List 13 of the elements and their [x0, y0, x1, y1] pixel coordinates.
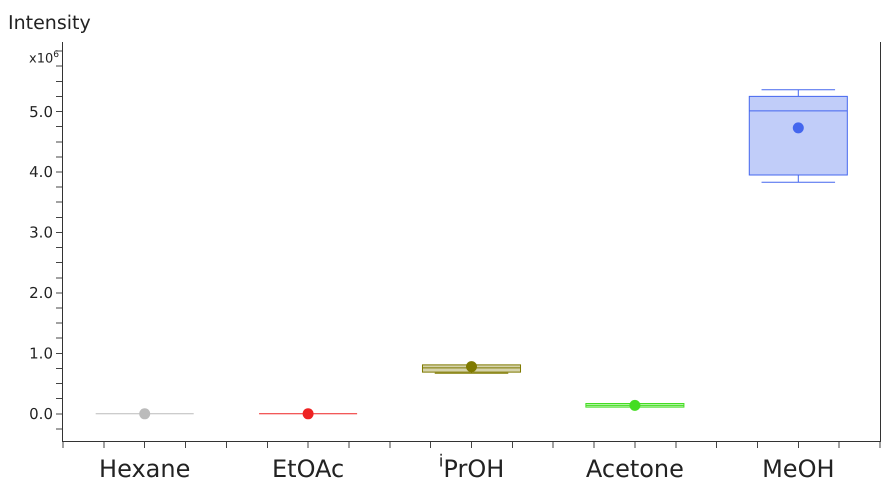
y-tick-label: 0.0	[29, 405, 53, 424]
y-tick-label: 4.0	[29, 163, 53, 182]
x-tick-label: MeOH	[762, 454, 835, 483]
y-tick-label: 3.0	[29, 224, 53, 242]
y-axis-title: Intensity	[8, 12, 91, 34]
y-tick-label: 1.0	[29, 344, 53, 363]
text: x10$^{6}$	[29, 50, 60, 66]
y-tick-label: 2.0	[29, 284, 53, 302]
x-tick-label: EtOAc	[272, 454, 344, 483]
x-tick-label: Acetone	[586, 454, 684, 483]
x-tick-label: $^{i}$PrOH	[438, 450, 504, 483]
x-tick-label: Hexane	[99, 454, 190, 483]
y-tick-label: 5.0	[29, 102, 53, 121]
